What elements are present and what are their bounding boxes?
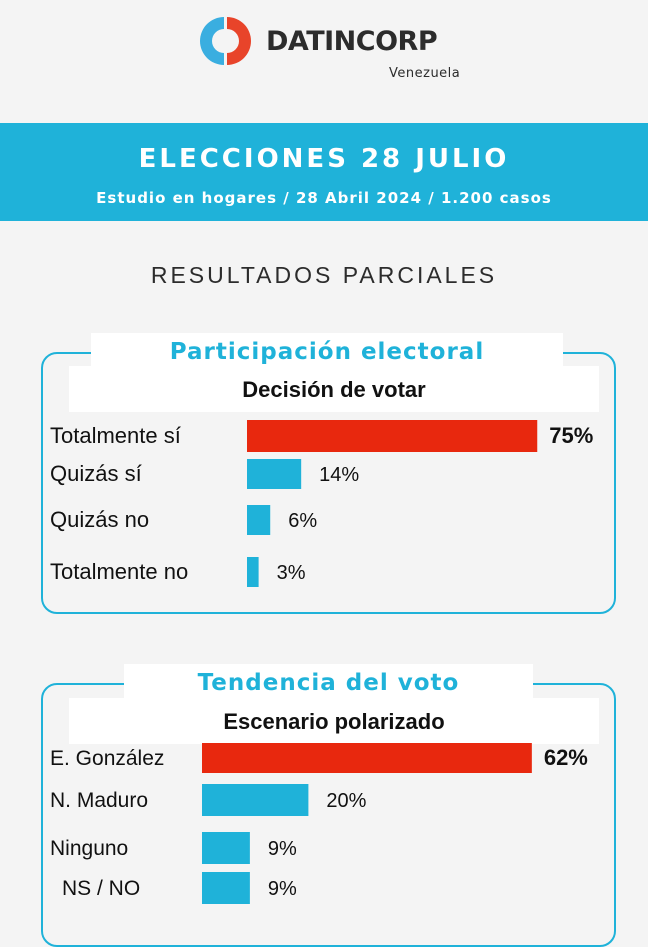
participation-category-totalmente-si: Totalmente sí [50,423,181,448]
header-banner: ELECCIONES 28 JULIO Estudio en hogares /… [0,123,648,221]
banner-title: ELECCIONES 28 JULIO [138,144,510,174]
participation-bar-totalmente-si [247,420,538,452]
vote-trend-tab: Tendencia del voto [124,664,533,702]
participation-bar-quizas-si [247,459,302,489]
datincorp-logo-icon [200,17,251,65]
participation-chart-header: Decisión de votar [69,366,599,412]
vote-trend-category-n-maduro: N. Maduro [50,789,148,812]
brand-name: DATINCORP [266,26,438,57]
participation-value-totalmente-si: 75% [549,423,593,448]
participation-category-quizas-no: Quizás no [50,507,149,532]
participation-value-totalmente-no: 3% [277,562,306,584]
vote-trend-chart-header: Escenario polarizado [69,698,599,744]
participation-value-quizas-no: 6% [288,510,317,532]
participation-tab: Participación electoral [91,333,563,371]
participation-bar-chart: Totalmente sí 75% Quizás sí 14% Quizás no 6% T… [50,420,593,587]
vote-trend-value-ns-no: 9% [268,878,297,900]
participation-bar-totalmente-no [247,557,259,587]
section-title: RESULTADOS PARCIALES [150,262,498,288]
vote-trend-bar-chart: E. González 62% N. Maduro 20% Ninguno 9% NS / … [50,743,588,904]
participation-chart-title: Decisión de votar [242,377,426,402]
vote-trend-value-n-maduro: 20% [326,790,366,812]
participation-category-totalmente-no: Totalmente no [50,559,188,584]
vote-trend-category-ns-no: NS / NO [62,877,140,900]
vote-trend-value-e-gonzalez: 62% [544,745,588,770]
participation-category-quizas-si: Quizás sí [50,461,142,486]
banner-subtitle: Estudio en hogares / 28 Abril 2024 / 1.2… [96,189,552,207]
vote-trend-category-e-gonzalez: E. González [50,747,164,770]
vote-trend-chart-title: Escenario polarizado [223,709,445,734]
vote-trend-bar-ninguno [202,832,250,864]
vote-trend-category-ninguno: Ninguno [50,837,128,860]
brand-country: Venezuela [389,66,461,81]
participation-value-quizas-si: 14% [319,464,359,486]
vote-trend-value-ninguno: 9% [268,838,297,860]
participation-bar-quizas-no [247,505,271,535]
vote-trend-bar-n-maduro [202,784,309,816]
vote-trend-bar-e-gonzalez [202,743,532,773]
vote-trend-bar-ns-no [202,872,250,904]
